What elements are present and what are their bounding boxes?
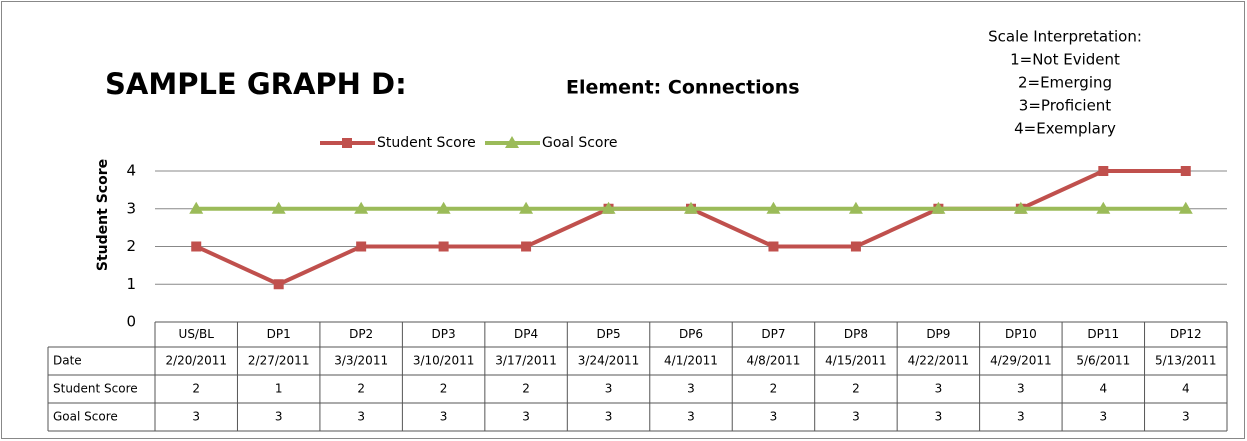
value-cell: 3 bbox=[522, 410, 530, 424]
data-point bbox=[436, 201, 451, 214]
data-point bbox=[356, 241, 367, 252]
data-point bbox=[438, 241, 449, 252]
date-cell: 5/13/2011 bbox=[1155, 354, 1217, 368]
x-tick-label: DP4 bbox=[514, 327, 538, 341]
data-point bbox=[850, 241, 861, 252]
value-cell: 3 bbox=[605, 410, 613, 424]
date-cell: 4/22/2011 bbox=[908, 354, 970, 368]
data-point bbox=[189, 201, 204, 214]
date-cell: 3/3/2011 bbox=[334, 354, 388, 368]
y-tick-label: 0 bbox=[126, 313, 136, 331]
annotation-line: 1=Not Evident bbox=[1010, 51, 1120, 69]
data-point bbox=[684, 201, 698, 214]
value-cell: 3 bbox=[770, 410, 778, 424]
row-header: Goal Score bbox=[53, 410, 118, 424]
date-cell: 4/29/2011 bbox=[990, 354, 1052, 368]
value-cell: 3 bbox=[275, 410, 283, 424]
legend-marker bbox=[342, 138, 352, 148]
x-tick-label: DP7 bbox=[761, 327, 785, 341]
value-cell: 3 bbox=[1182, 410, 1190, 424]
row-header: Student Score bbox=[53, 382, 138, 396]
annotation-line: 4=Exemplary bbox=[1014, 120, 1116, 138]
date-cell: 4/1/2011 bbox=[664, 354, 718, 368]
value-cell: 3 bbox=[935, 410, 943, 424]
value-cell: 2 bbox=[440, 382, 448, 396]
chart-subtitle: Element: Connections bbox=[566, 77, 800, 99]
value-cell: 3 bbox=[357, 410, 365, 424]
data-point bbox=[271, 201, 286, 214]
legend-marker bbox=[505, 136, 519, 148]
y-tick-label: 1 bbox=[126, 275, 136, 293]
value-cell: 3 bbox=[1099, 410, 1107, 424]
x-tick-label: DP6 bbox=[679, 327, 703, 341]
value-cell: 3 bbox=[852, 410, 860, 424]
value-cell: 3 bbox=[687, 410, 695, 424]
date-cell: 2/20/2011 bbox=[165, 354, 227, 368]
x-tick-label: DP12 bbox=[1170, 327, 1202, 341]
x-tick-label: DP10 bbox=[1005, 327, 1037, 341]
chart-title: SAMPLE GRAPH D: bbox=[105, 67, 407, 101]
legend-label: Student Score bbox=[377, 135, 476, 151]
row-header: Date bbox=[53, 354, 82, 368]
data-point bbox=[1096, 201, 1111, 214]
value-cell: 3 bbox=[1017, 382, 1025, 396]
y-axis-label: Student Score bbox=[95, 159, 111, 271]
data-point bbox=[1178, 201, 1193, 214]
x-tick-label: DP3 bbox=[432, 327, 456, 341]
value-cell: 2 bbox=[192, 382, 200, 396]
value-cell: 3 bbox=[687, 382, 695, 396]
x-tick-label: DP9 bbox=[926, 327, 950, 341]
value-cell: 3 bbox=[192, 410, 200, 424]
data-point bbox=[1098, 166, 1109, 176]
data-point bbox=[766, 201, 781, 214]
date-cell: 3/10/2011 bbox=[413, 354, 475, 368]
value-cell: 4 bbox=[1099, 382, 1107, 396]
date-cell: 3/17/2011 bbox=[495, 354, 557, 368]
x-tick-label: DP2 bbox=[349, 327, 373, 341]
annotation-line: Scale Interpretation: bbox=[988, 28, 1142, 46]
date-cell: 3/24/2011 bbox=[578, 354, 640, 368]
date-cell: 2/27/2011 bbox=[248, 354, 310, 368]
y-tick-label: 2 bbox=[126, 237, 136, 255]
data-point bbox=[931, 201, 946, 214]
y-tick-label: 3 bbox=[126, 199, 136, 217]
value-cell: 3 bbox=[935, 382, 943, 396]
data-point bbox=[191, 241, 202, 252]
value-cell: 1 bbox=[275, 382, 283, 396]
data-point bbox=[768, 241, 779, 252]
value-cell: 2 bbox=[522, 382, 530, 396]
x-tick-label: DP1 bbox=[267, 327, 291, 341]
annotation-line: 3=Proficient bbox=[1019, 97, 1112, 115]
x-tick-label: DP11 bbox=[1087, 327, 1119, 341]
date-cell: 5/6/2011 bbox=[1076, 354, 1130, 368]
data-point bbox=[519, 201, 534, 214]
value-cell: 4 bbox=[1182, 382, 1190, 396]
value-cell: 2 bbox=[770, 382, 778, 396]
x-tick-label: DP8 bbox=[844, 327, 868, 341]
legend-label: Goal Score bbox=[542, 135, 618, 151]
data-point bbox=[848, 201, 863, 214]
data-point bbox=[1180, 166, 1191, 176]
annotation-line: 2=Emerging bbox=[1018, 74, 1112, 92]
value-cell: 3 bbox=[440, 410, 448, 424]
value-cell: 2 bbox=[357, 382, 365, 396]
y-tick-label: 4 bbox=[126, 162, 136, 180]
data-point bbox=[601, 201, 616, 214]
data-point bbox=[521, 241, 532, 252]
data-point bbox=[1013, 201, 1028, 214]
value-cell: 3 bbox=[605, 382, 613, 396]
value-cell: 2 bbox=[852, 382, 860, 396]
x-tick-label: DP5 bbox=[596, 327, 620, 341]
data-point bbox=[273, 279, 284, 290]
value-cell: 3 bbox=[1017, 410, 1025, 424]
date-cell: 4/15/2011 bbox=[825, 354, 887, 368]
data-point bbox=[354, 201, 369, 214]
x-tick-label: US/BL bbox=[179, 327, 215, 341]
date-cell: 4/8/2011 bbox=[747, 354, 801, 368]
